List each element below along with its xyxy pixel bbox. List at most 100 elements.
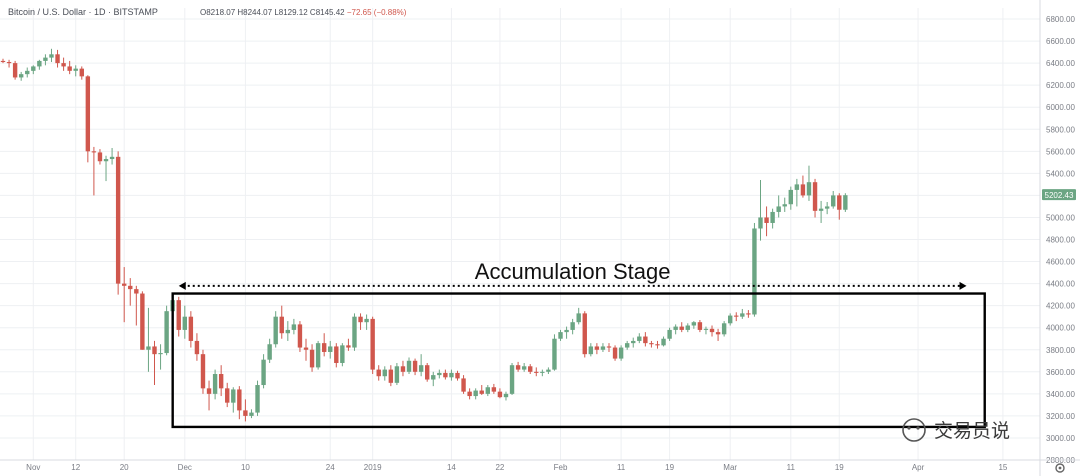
- candle: [673, 324, 678, 335]
- candle: [109, 148, 115, 165]
- y-tick-label: 4600.00: [1046, 258, 1075, 267]
- candle: [431, 371, 436, 387]
- candle-body: [370, 318, 375, 370]
- candle-body: [152, 346, 157, 355]
- candle-body: [564, 329, 569, 333]
- candle-body: [558, 332, 563, 339]
- candle-body: [691, 322, 697, 326]
- y-tick-label: 3400.00: [1046, 390, 1075, 399]
- candle-body: [600, 346, 606, 350]
- candle-body: [679, 326, 684, 330]
- candle-body: [388, 369, 394, 383]
- y-tick-label: 4800.00: [1046, 236, 1075, 245]
- low-value: L8129.12: [274, 8, 308, 17]
- candle-body: [237, 389, 242, 411]
- candle: [0, 58, 6, 64]
- candle-body: [49, 54, 54, 58]
- candle-body: [503, 393, 509, 398]
- candle-body: [412, 360, 418, 372]
- candle-body: [734, 315, 739, 317]
- y-tick-label: 5000.00: [1046, 213, 1075, 222]
- x-tick-label: 24: [326, 463, 335, 472]
- candle: [267, 338, 272, 363]
- candle: [782, 197, 787, 212]
- candle: [600, 343, 606, 352]
- candle-body: [140, 293, 145, 350]
- candle-body: [0, 60, 6, 63]
- candle-body: [443, 372, 448, 378]
- candle: [225, 382, 230, 408]
- candle: [412, 358, 418, 376]
- x-tick-label: Dec: [178, 463, 192, 472]
- candle-body: [315, 343, 321, 368]
- candle-body: [764, 217, 769, 223]
- candle: [6, 59, 12, 68]
- candle: [382, 366, 387, 381]
- candle-body: [758, 217, 763, 229]
- chart-header: Bitcoin / U.S. Dollar · 1D · BITSTAMP O8…: [8, 7, 407, 17]
- candle-body: [485, 387, 490, 394]
- candle-body: [340, 345, 345, 363]
- candle-body: [18, 74, 24, 78]
- candle: [97, 149, 103, 165]
- candle: [655, 340, 660, 349]
- y-tick-label: 5800.00: [1046, 125, 1075, 134]
- candle: [206, 380, 212, 411]
- candle-body: [800, 184, 806, 196]
- candle-body: [546, 369, 551, 372]
- candle-body: [273, 316, 278, 345]
- y-tick-label: 6400.00: [1046, 59, 1075, 68]
- candle: [534, 367, 539, 377]
- candle-body: [818, 208, 824, 211]
- candle: [491, 383, 497, 394]
- candle-body: [255, 385, 260, 413]
- candle: [806, 165, 812, 201]
- candle: [128, 278, 133, 306]
- candle: [685, 323, 690, 333]
- x-tick-label: Mar: [723, 463, 737, 472]
- candle-body: [182, 316, 187, 330]
- candle: [764, 206, 769, 237]
- x-tick-label: 14: [447, 463, 456, 472]
- gear-icon[interactable]: [1055, 463, 1065, 473]
- candle: [358, 313, 363, 330]
- candle-body: [776, 206, 781, 212]
- candle: [37, 59, 42, 70]
- candle: [231, 387, 236, 413]
- candle-body: [382, 369, 387, 377]
- x-tick-label: 22: [495, 463, 504, 472]
- candle-body: [637, 336, 642, 341]
- y-tick-label: 3600.00: [1046, 368, 1075, 377]
- candle-body: [612, 347, 618, 359]
- candle: [182, 305, 187, 339]
- candle-body: [164, 311, 169, 354]
- last-price-badge: 5202.43: [1042, 189, 1076, 201]
- candle: [824, 202, 830, 215]
- x-tick-label: 12: [71, 463, 80, 472]
- candle: [18, 71, 24, 81]
- candle: [31, 65, 36, 75]
- candle: [503, 391, 509, 401]
- candle: [12, 60, 18, 80]
- candle-body: [12, 63, 18, 78]
- candle: [497, 388, 503, 399]
- candle: [594, 343, 600, 355]
- candle-body: [43, 57, 48, 61]
- candle-body: [122, 283, 127, 286]
- candle: [443, 369, 448, 380]
- candles: [0, 48, 848, 422]
- candle-body: [461, 378, 466, 392]
- candle: [612, 345, 618, 361]
- candle-body: [449, 372, 454, 378]
- candle: [218, 365, 224, 397]
- candle: [788, 186, 793, 210]
- candle-body: [291, 324, 297, 330]
- candle: [624, 340, 630, 350]
- accumulation-label: Accumulation Stage: [475, 259, 671, 284]
- candle: [55, 49, 60, 68]
- candle-body: [176, 300, 181, 330]
- candle: [134, 285, 139, 326]
- candle-body: [697, 322, 703, 330]
